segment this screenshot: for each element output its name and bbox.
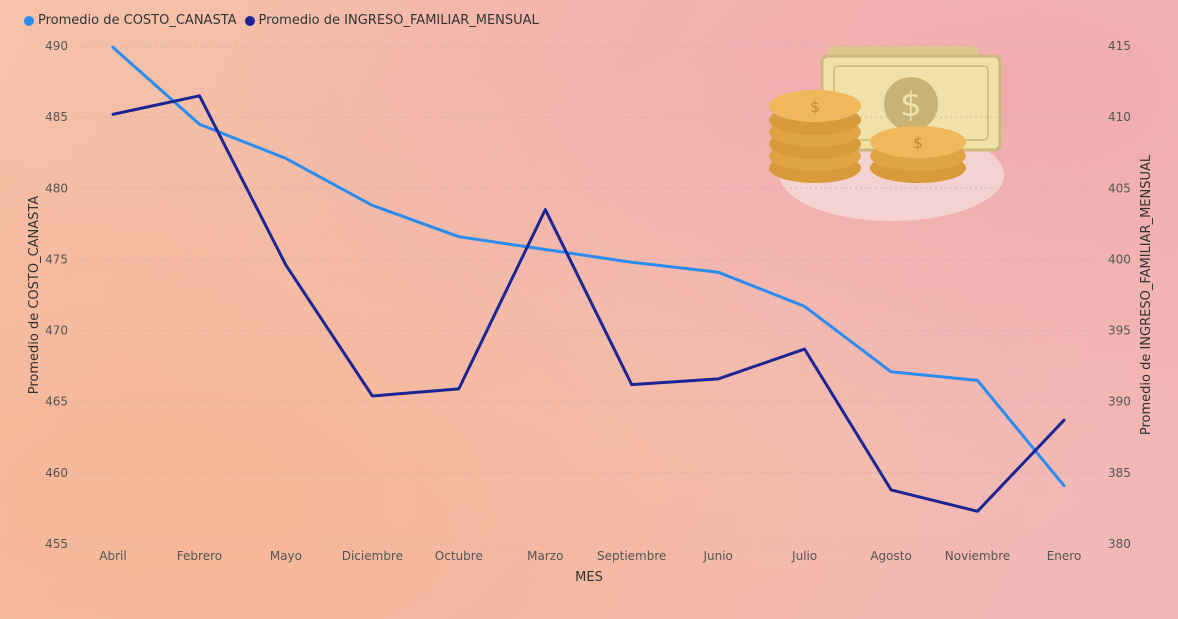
y-tick-label: 485 — [45, 110, 68, 124]
y2-tick-label: 395 — [1108, 324, 1131, 338]
legend-dot-costo — [24, 15, 34, 26]
y-tick-label: 490 — [45, 39, 68, 53]
y-axis-title: Promedio de COSTO_CANASTA — [27, 196, 42, 395]
svg-text:$: $ — [900, 85, 922, 125]
y-axis-right: 380 385 390 395 400 405 410 415 — [1108, 39, 1131, 551]
legend-label-costo: Promedio de COSTO_CANASTA — [38, 13, 237, 28]
y2-tick-label: 410 — [1108, 110, 1131, 124]
legend-dot-ingreso — [244, 15, 255, 26]
x-axis: Abril Febrero Mayo Diciembre Octubre Marzo Sep… — [99, 549, 1081, 563]
y2-tick-label: 405 — [1108, 181, 1131, 195]
x-tick-label: Junio — [702, 549, 732, 563]
y2-axis-title: Promedio de INGRESO_FAMILIAR_MENSUAL — [1139, 154, 1154, 435]
money-illustration: $ $ $ — [769, 46, 1004, 221]
y-tick-label: 480 — [45, 181, 68, 195]
series-line-ingreso-familiar[interactable] — [111, 94, 1066, 513]
y-tick-label: 465 — [45, 395, 68, 409]
y-tick-label: 460 — [45, 466, 68, 480]
series-line-costo-canasta[interactable] — [111, 45, 1066, 488]
x-tick-label: Octubre — [435, 549, 483, 563]
y2-tick-label: 400 — [1108, 252, 1131, 266]
x-tick-label: Enero — [1047, 549, 1082, 563]
x-tick-label: Mayo — [270, 549, 302, 563]
y-axis-left: 455 460 465 470 475 480 485 490 — [45, 39, 68, 551]
y2-tick-label: 390 — [1108, 395, 1131, 409]
y-tick-label: 470 — [45, 324, 68, 338]
legend-label-ingreso: Promedio de INGRESO_FAMILIAR_MENSUAL — [258, 13, 539, 28]
x-axis-title: MES — [575, 570, 603, 585]
x-tick-label: Febrero — [177, 549, 222, 563]
y-tick-label: 455 — [45, 537, 68, 551]
svg-text:$: $ — [913, 134, 923, 152]
x-tick-label: Septiembre — [597, 549, 666, 563]
x-tick-label: Diciembre — [342, 549, 403, 563]
x-tick-label: Marzo — [527, 549, 563, 563]
y-tick-label: 475 — [45, 252, 68, 266]
series-lines — [111, 45, 1066, 513]
legend-item-costo[interactable]: Promedio de COSTO_CANASTA — [24, 13, 237, 28]
x-tick-label: Noviembre — [945, 549, 1011, 563]
x-tick-label: Julio — [791, 549, 817, 563]
legend: Promedio de COSTO_CANASTA Promedio de IN… — [24, 13, 539, 28]
x-tick-label: Agosto — [870, 549, 911, 563]
y2-tick-label: 385 — [1108, 466, 1131, 480]
x-tick-label: Abril — [99, 549, 126, 563]
legend-item-ingreso[interactable]: Promedio de INGRESO_FAMILIAR_MENSUAL — [244, 13, 539, 28]
y2-tick-label: 415 — [1108, 39, 1131, 53]
svg-text:$: $ — [810, 98, 820, 116]
y2-tick-label: 380 — [1108, 537, 1131, 551]
